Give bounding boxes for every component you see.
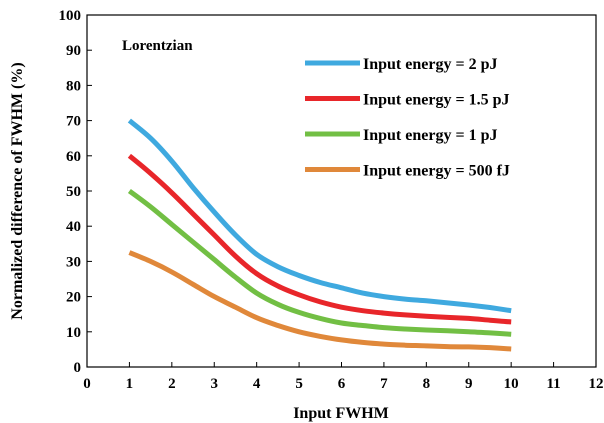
x-tick-label: 11	[546, 376, 560, 392]
y-tick-label: 40	[66, 219, 81, 235]
x-tick-label: 1	[126, 376, 134, 392]
legend-label-3: Input energy = 1 pJ	[363, 127, 497, 144]
y-tick-label: 0	[74, 360, 82, 376]
x-tick-label: 10	[504, 376, 519, 392]
y-tick-label: 90	[66, 43, 81, 59]
series-line-3	[127, 188, 512, 337]
x-tick-label: 7	[380, 376, 388, 392]
x-tick-label: 3	[211, 376, 219, 392]
x-tick-label: 6	[338, 376, 346, 392]
y-tick-label: 100	[59, 8, 82, 24]
x-tick-label: 2	[168, 376, 176, 392]
y-tick-label: 80	[66, 78, 81, 94]
y-axis-label: Normalized difference of FWHM (%)	[9, 62, 26, 319]
legend-label-1: Input energy = 2 pJ	[363, 56, 497, 73]
legend-label-4: Input energy = 500 fJ	[363, 163, 510, 180]
x-tick-label: 9	[465, 376, 473, 392]
series-lines	[127, 118, 512, 352]
plot-frame	[86, 14, 597, 368]
y-tick-label: 30	[66, 254, 81, 270]
y-tick-label: 60	[66, 149, 81, 165]
y-tick-label: 20	[66, 290, 81, 306]
y-tick-label: 50	[66, 184, 81, 200]
x-tick-label: 12	[589, 376, 604, 392]
series-line-2	[127, 153, 512, 325]
x-tick-label: 0	[83, 376, 91, 392]
x-tick-label: 4	[253, 376, 261, 392]
x-tick-label: 8	[423, 376, 431, 392]
x-axis-label: Input FWHM	[293, 405, 389, 422]
series-line-1	[127, 118, 512, 314]
y-tick-label: 70	[66, 114, 81, 130]
x-tick-label: 5	[295, 376, 303, 392]
y-tick-label: 10	[66, 325, 81, 341]
legend-label-2: Input energy = 1.5 pJ	[363, 92, 509, 109]
lorentzian-annotation: Lorentzian	[122, 38, 193, 54]
legend: Input energy = 2 pJ Input energy = 1.5 pJ…	[305, 56, 510, 180]
series-line-4	[128, 250, 512, 352]
